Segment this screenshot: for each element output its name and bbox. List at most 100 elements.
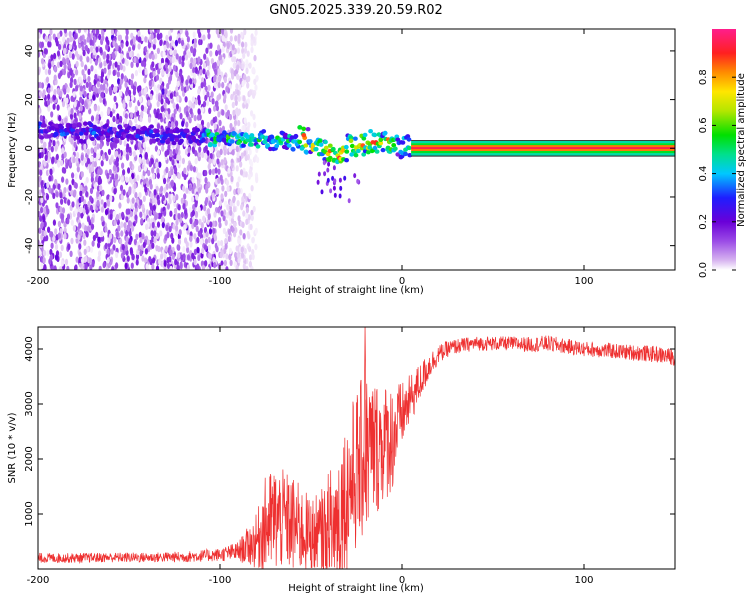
spectrogram-cell — [59, 60, 63, 67]
spectrogram-cell — [117, 34, 121, 42]
snr-frame — [37, 326, 676, 570]
spectrogram-cell — [249, 254, 253, 261]
spectrogram-cell — [123, 140, 127, 147]
spectrogram-cell — [98, 33, 102, 41]
spectrogram-cell — [333, 192, 337, 198]
spectrogram-cell — [47, 105, 51, 112]
spectrogram-cell — [109, 89, 113, 96]
spectrogram-cell — [133, 56, 137, 64]
spectrogram-cell — [206, 69, 210, 77]
spectrogram-cell — [81, 69, 85, 76]
spectrogram-cell — [43, 160, 47, 167]
spectrogram-cell — [79, 105, 83, 112]
spectrogram-cell — [168, 75, 173, 82]
spectrogram-cell — [141, 233, 145, 240]
spectrogram-cell — [130, 262, 134, 269]
spectrogram-cell — [50, 231, 54, 238]
spectrogram-cell — [242, 233, 246, 240]
spectrogram-cell — [198, 38, 202, 46]
spectrogram-cell — [128, 146, 132, 154]
spectrogram-cell — [79, 85, 83, 92]
spectrogram-cell — [229, 122, 233, 130]
spectrogram-cell — [79, 35, 83, 42]
spectrogram-cell — [180, 197, 184, 204]
spectrogram-cell — [139, 237, 143, 244]
spectrogram-cell — [50, 54, 54, 61]
spectrogram-cell — [83, 100, 88, 108]
spectrogram-cell — [155, 265, 160, 270]
spectrogram-cell — [224, 237, 228, 245]
spectrogram-cell — [117, 125, 123, 130]
spectrogram-cell — [151, 242, 155, 249]
spectrogram-cell — [161, 221, 165, 229]
spectrogram-cell — [323, 145, 329, 150]
spectrogram-cell — [213, 74, 217, 82]
spectrogram-cell — [250, 214, 254, 222]
spectrogram-cell — [233, 119, 238, 127]
spectrogram-cell — [120, 73, 124, 80]
spectrogram-cell — [84, 263, 88, 270]
spectrogram-cell — [89, 39, 93, 46]
x-tick-label: -200 — [27, 276, 50, 287]
spectrogram-cell — [151, 80, 155, 87]
spectrogram-cell — [254, 84, 258, 91]
spectrogram-cell — [166, 41, 170, 49]
spectrogram-cell — [121, 244, 125, 251]
x-tick-label: 0 — [399, 575, 405, 586]
spectrogram-cell — [58, 251, 63, 258]
spectrogram-cell — [39, 169, 43, 176]
spectrogram-cell — [225, 86, 229, 93]
spectrogram-cell — [176, 143, 180, 151]
spectrogram-cell — [146, 146, 150, 153]
spectrogram-cell — [213, 81, 217, 89]
spectrogram-cell — [121, 211, 125, 219]
spectrogram-cell — [125, 236, 129, 243]
spectrogram-cell — [94, 175, 98, 183]
spectrogram-cell — [154, 53, 158, 60]
spectrogram-cell — [99, 46, 103, 54]
spectrogram-cell — [108, 169, 112, 176]
spectrogram-cell — [185, 187, 189, 194]
spectrogram-cell — [151, 221, 155, 229]
spectrogram-cell — [112, 127, 117, 132]
spectrogram-cell — [40, 262, 44, 269]
spectrogram-cell — [229, 259, 233, 266]
spectrogram-cell — [196, 263, 200, 270]
spectrogram-cell — [156, 29, 160, 34]
spectrogram-cell — [54, 36, 59, 44]
spectrogram-cell — [236, 73, 240, 81]
spectrogram-cell — [173, 185, 177, 192]
spectrogram-cell — [161, 69, 165, 76]
spectrogram-cell — [167, 144, 171, 151]
spectrogram-cell — [140, 60, 145, 67]
spectrogram-cell — [109, 195, 113, 202]
spectrogram-cell — [98, 175, 102, 183]
spectrogram-cell — [80, 212, 84, 219]
spectrogram-cell — [243, 117, 247, 124]
spectrogram-cell — [61, 207, 66, 214]
spectrogram-cell — [55, 191, 59, 198]
spectrogram-cell — [120, 176, 124, 183]
spectrogram-cell — [86, 225, 90, 232]
spectrogram-cell — [86, 138, 90, 146]
spectrogram-cell — [243, 73, 247, 81]
spectrogram-cell — [130, 79, 134, 87]
spectrogram-cell — [204, 153, 208, 160]
spectrogram-x-axis-label: Height of straight line (km) — [288, 285, 424, 296]
spectrogram-cell — [406, 137, 412, 142]
spectrogram-cell — [153, 189, 157, 196]
spectrogram-cell — [303, 143, 309, 148]
spectrogram-cell — [205, 47, 209, 54]
spectrogram-cell — [169, 92, 173, 100]
spectrogram-cell — [159, 39, 163, 47]
spectrogram-cell — [46, 249, 50, 257]
spectrogram-cell — [69, 113, 74, 120]
spectrogram-cell — [217, 68, 221, 75]
spectrogram-cell — [219, 148, 223, 155]
spectrogram-cell — [93, 161, 97, 168]
spectrogram-cell — [239, 229, 243, 236]
spectrogram-cell — [47, 226, 51, 233]
spectrogram-cell — [57, 183, 61, 190]
spectrogram-cell — [99, 185, 103, 192]
spectrogram-cell — [220, 249, 224, 256]
